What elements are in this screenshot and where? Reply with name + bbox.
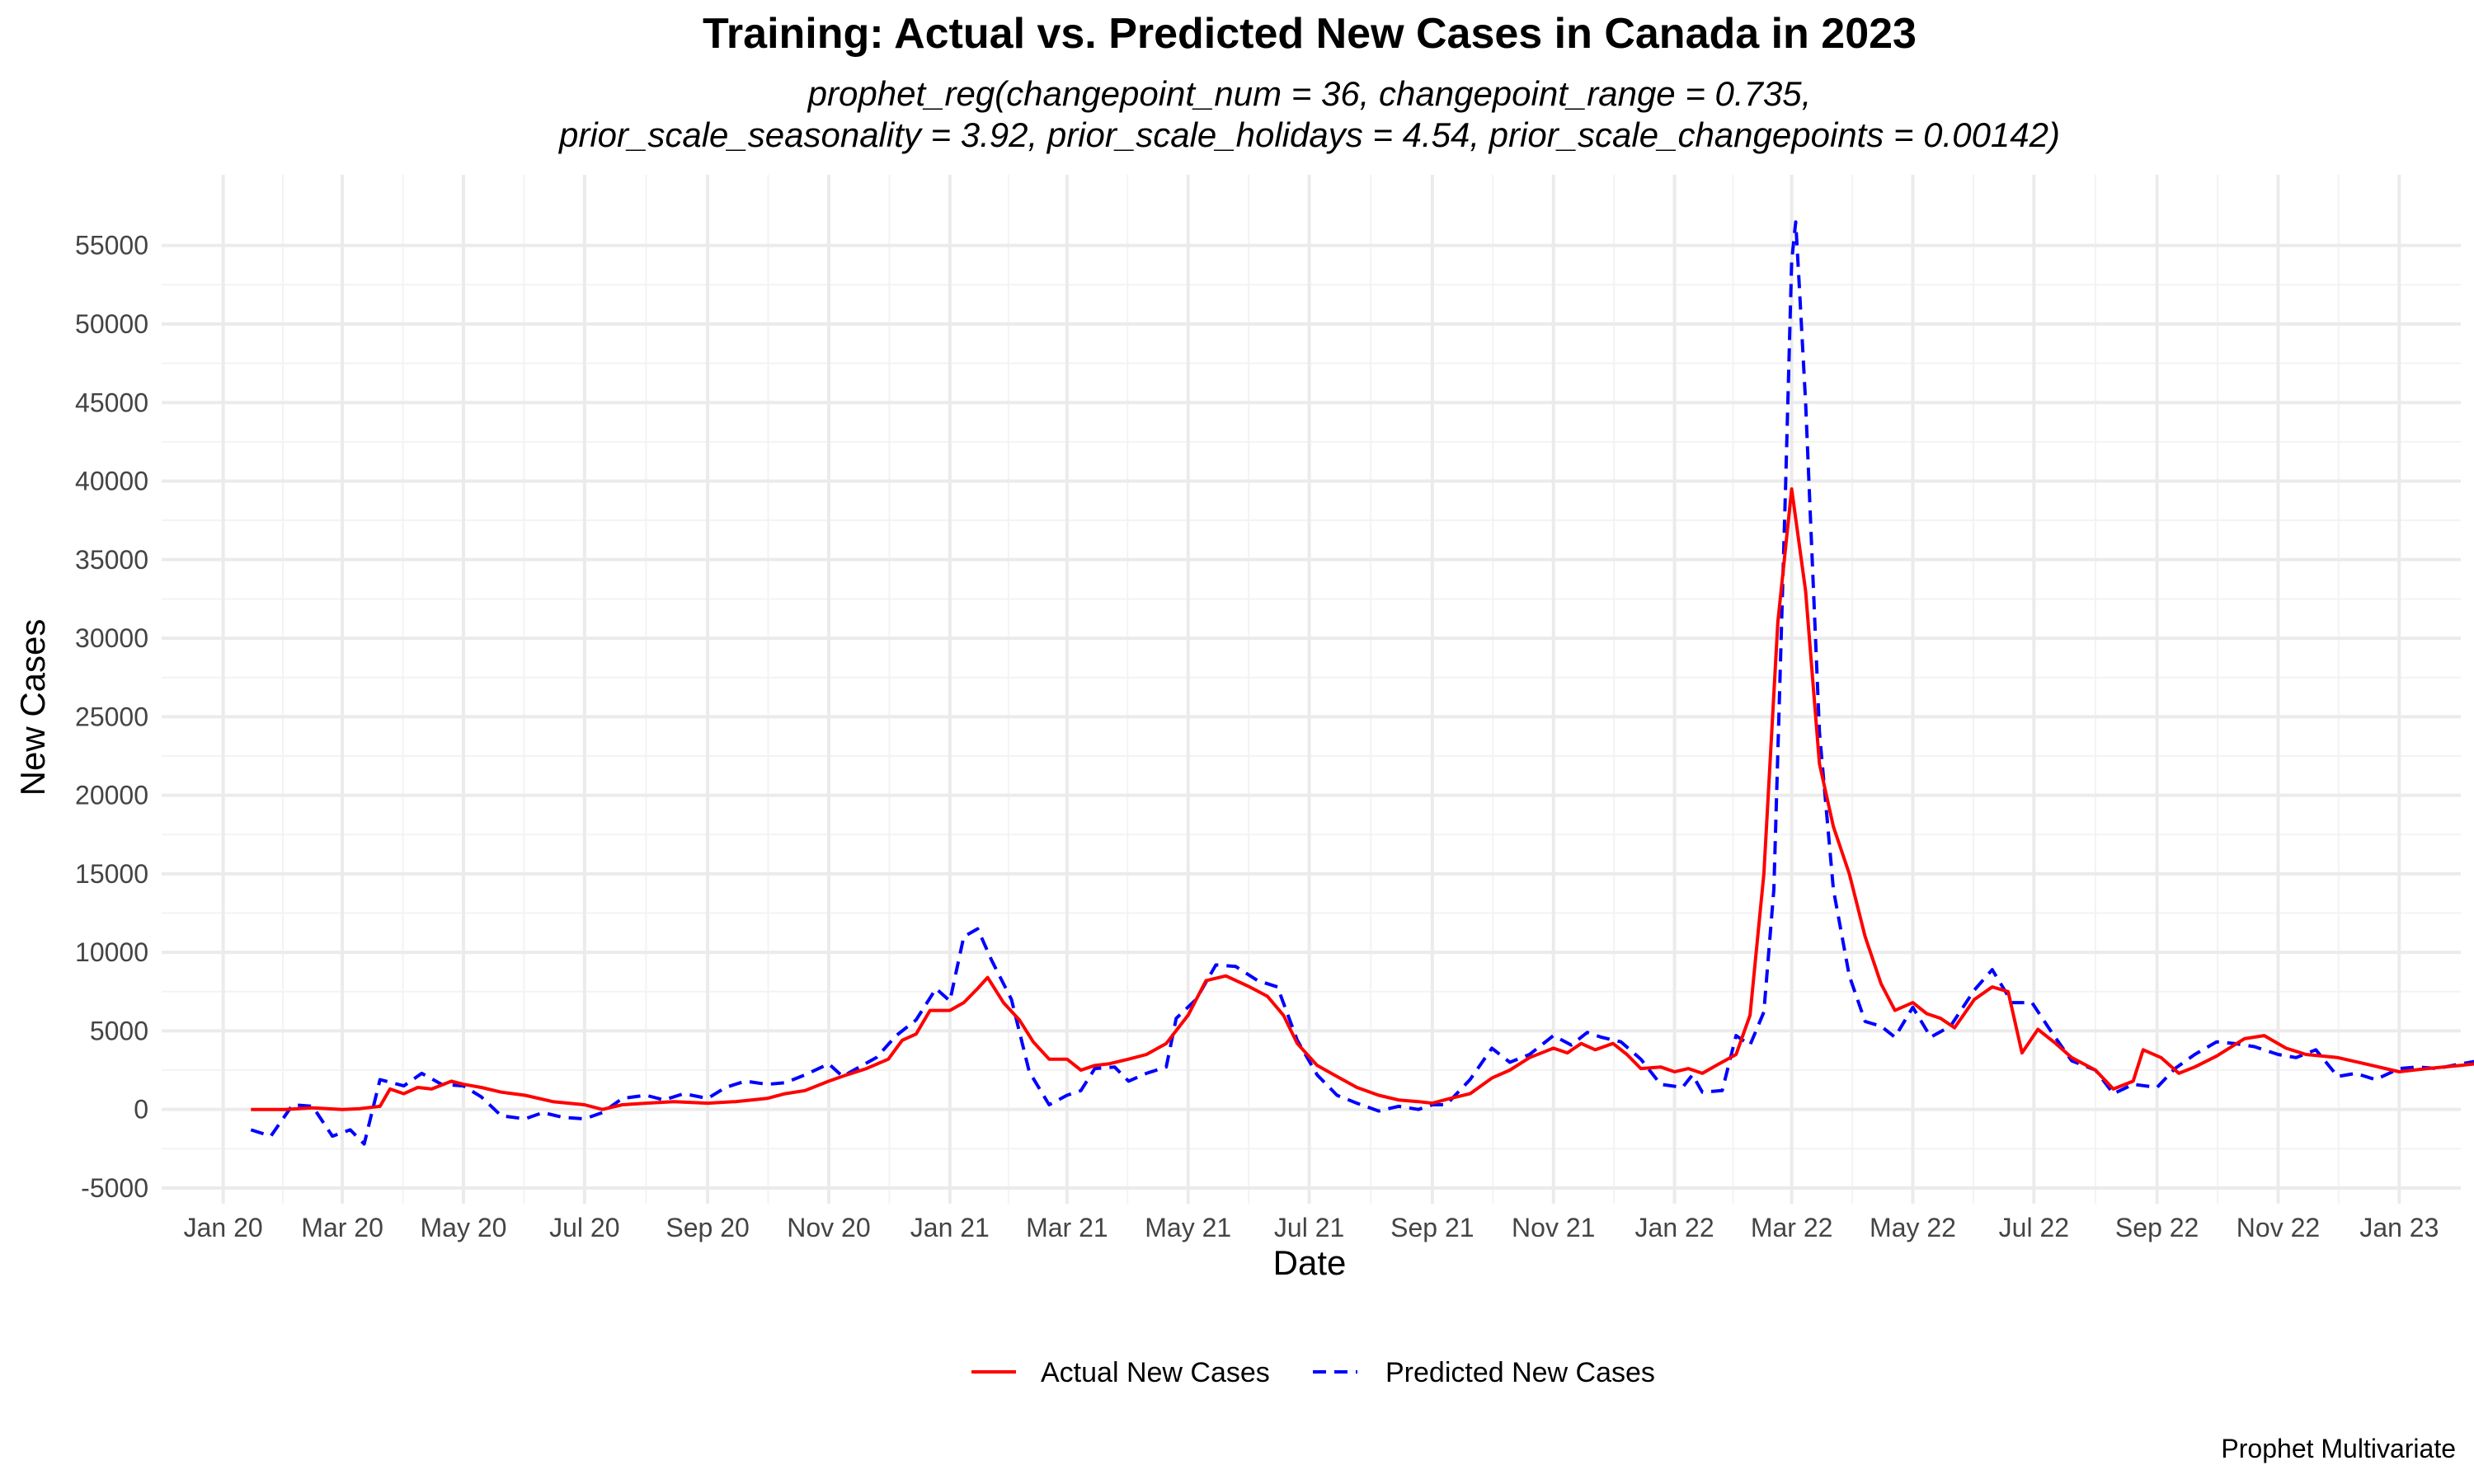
y-tick-label: 25000 (75, 702, 148, 731)
x-tick-label: Mar 22 (1751, 1213, 1833, 1242)
x-tick-label: May 21 (1145, 1213, 1231, 1242)
y-tick-label: 55000 (75, 231, 148, 261)
x-tick-label: Jan 22 (1635, 1213, 1714, 1242)
x-tick-label: May 22 (1870, 1213, 1956, 1242)
y-tick-label: 35000 (75, 545, 148, 575)
series-line-actual (251, 487, 2474, 1111)
legend-label-predicted: Predicted New Cases (1385, 1357, 1655, 1388)
x-tick-label: Jan 21 (910, 1213, 990, 1242)
y-tick-label: 40000 (75, 467, 148, 496)
x-tick-label: Jul 21 (1274, 1213, 1344, 1242)
x-tick-label: Mar 20 (301, 1213, 383, 1242)
chart-caption: Prophet Multivariate (2221, 1434, 2456, 1463)
x-axis-ticks: Jan 20 Mar 20 May 20 Jul 20 Sep 20 Nov 20 Jan … (184, 1213, 2439, 1242)
y-axis-title: New Cases (13, 619, 52, 796)
x-tick-label: Sep 22 (2115, 1213, 2199, 1242)
x-tick-label: Sep 20 (666, 1213, 749, 1242)
y-tick-label: 15000 (75, 859, 148, 889)
x-tick-label: Jul 20 (549, 1213, 619, 1242)
series-line-predicted (250, 220, 2474, 1146)
y-tick-label: 50000 (75, 309, 148, 339)
y-tick-label: 5000 (90, 1016, 148, 1045)
y-tick-label: 0 (134, 1095, 148, 1125)
x-tick-label: Mar 21 (1026, 1213, 1108, 1242)
chart-subtitle-line-2: prior_scale_seasonality = 3.92, prior_sc… (557, 115, 2060, 154)
x-tick-label: Nov 21 (1512, 1213, 1595, 1242)
legend-label-actual: Actual New Cases (1041, 1357, 1270, 1388)
x-tick-label: Nov 20 (787, 1213, 870, 1242)
series-layer (250, 220, 2474, 1146)
chart-title: Training: Actual vs. Predicted New Cases… (703, 10, 1917, 58)
y-tick-label: 30000 (75, 623, 148, 653)
y-tick-label: 10000 (75, 937, 148, 967)
x-tick-label: Jul 22 (1999, 1213, 2069, 1242)
x-tick-label: Sep 21 (1390, 1213, 1474, 1242)
legend: Actual New Cases Predicted New Cases (971, 1357, 1655, 1388)
x-tick-label: Jan 20 (184, 1213, 263, 1242)
x-tick-label: Nov 22 (2236, 1213, 2320, 1242)
plot-grid (162, 175, 2461, 1204)
x-axis-title: Date (1273, 1243, 1347, 1282)
y-tick-label: -5000 (81, 1173, 148, 1203)
x-tick-label: Jan 23 (2359, 1213, 2439, 1242)
y-axis-ticks: -5000 0 5000 10000 15000 20000 25000 30000 35000… (75, 231, 148, 1203)
x-tick-label: May 20 (420, 1213, 506, 1242)
y-tick-label: 20000 (75, 781, 148, 810)
y-tick-label: 45000 (75, 387, 148, 417)
chart-subtitle-line-1: prophet_reg(changepoint_num = 36, change… (807, 74, 1812, 113)
